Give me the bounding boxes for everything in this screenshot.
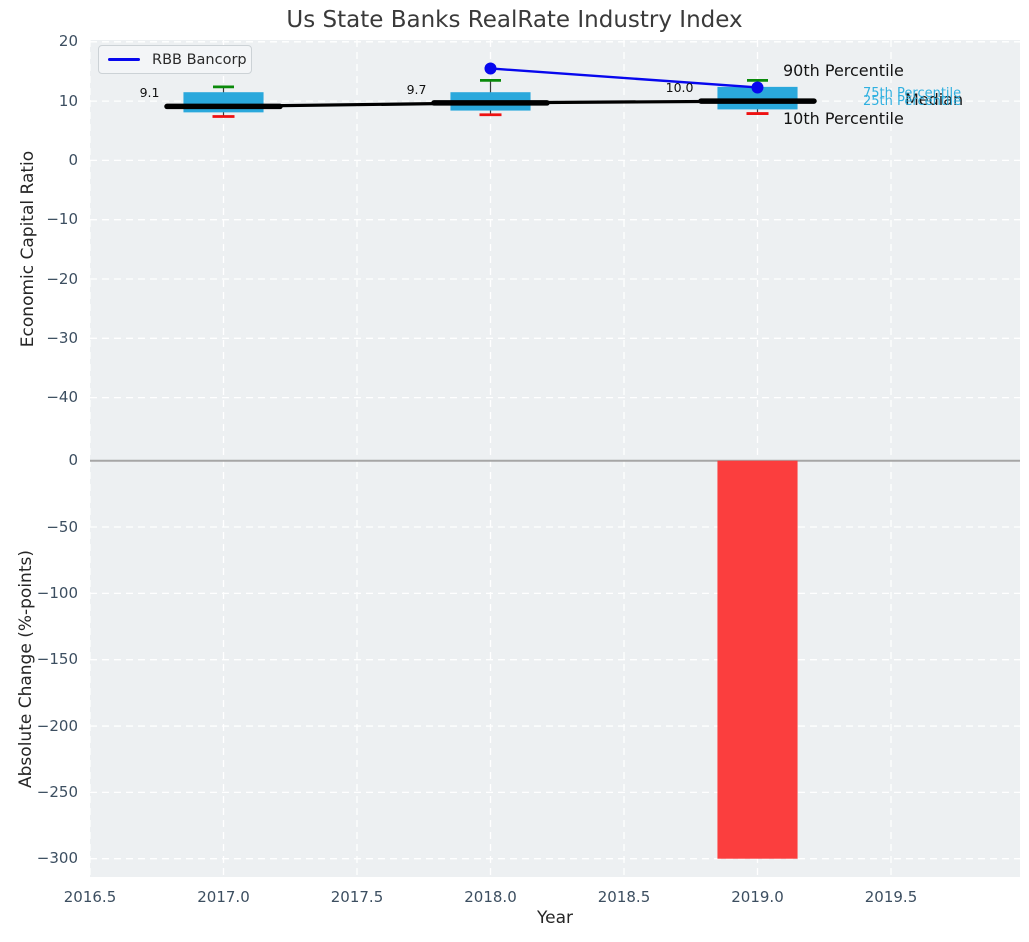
rbb-bancorp-marker — [751, 81, 764, 94]
median-annotation: 9.1 — [139, 85, 160, 101]
median-annotation: 9.7 — [406, 81, 427, 97]
y-tick-label-bottom: −250 — [36, 782, 78, 801]
change-bar — [717, 460, 798, 859]
x-tick-label: 2019.0 — [731, 888, 784, 906]
y-tick-label-top: −40 — [46, 388, 78, 407]
x-tick-label: 2018.5 — [597, 888, 651, 906]
y-tick-label-top: 10 — [58, 91, 78, 110]
rbb-bancorp-line — [490, 67, 758, 89]
x-tick-label: 2016.5 — [63, 888, 117, 906]
y-tick-label-bottom: 0 — [68, 451, 78, 470]
y-tick-label-bottom: −200 — [36, 716, 78, 735]
y-tick-label-top: −10 — [46, 210, 78, 229]
p90-percentile-label: 90th Percentile — [783, 61, 904, 80]
legend-label: RBB Bancorp — [152, 51, 247, 68]
y-tick-label-top: 0 — [68, 150, 78, 169]
x-tick-label: 2018.0 — [464, 888, 517, 906]
p10-percentile-label: 10th Percentile — [783, 109, 904, 128]
y-tick-label-bottom: −100 — [36, 583, 78, 602]
x-tick-label: 2017.0 — [197, 888, 250, 906]
rbb-bancorp-marker — [484, 62, 497, 75]
y-tick-label-bottom: −50 — [46, 517, 78, 536]
y-tick-label-top: 20 — [58, 32, 78, 51]
y-tick-label-bottom: −300 — [36, 849, 78, 868]
plot-background — [90, 40, 1020, 877]
p75-percentile-label: 75th Percentile — [863, 86, 962, 101]
median-annotation: 10.0 — [665, 80, 694, 96]
legend: RBB Bancorp — [98, 45, 252, 74]
x-tick-label: 2019.5 — [864, 888, 918, 906]
plot-area — [90, 40, 1020, 877]
chart-title: Us State Banks RealRate Industry Index — [286, 7, 743, 33]
y-tick-label-top: −30 — [46, 328, 78, 347]
x-axis-label: Year — [537, 908, 573, 928]
y-tick-label-top: −20 — [46, 269, 78, 288]
p25-percentile-label: 25th Percentile — [863, 94, 962, 109]
iqr-box — [183, 92, 264, 113]
y-axis-label-top: Economic Capital Ratio — [18, 150, 38, 348]
legend-line-swatch — [108, 58, 140, 61]
median-percentile-label: Median — [905, 90, 964, 109]
y-tick-label-bottom: −150 — [36, 650, 78, 669]
x-tick-label: 2017.5 — [330, 888, 384, 906]
